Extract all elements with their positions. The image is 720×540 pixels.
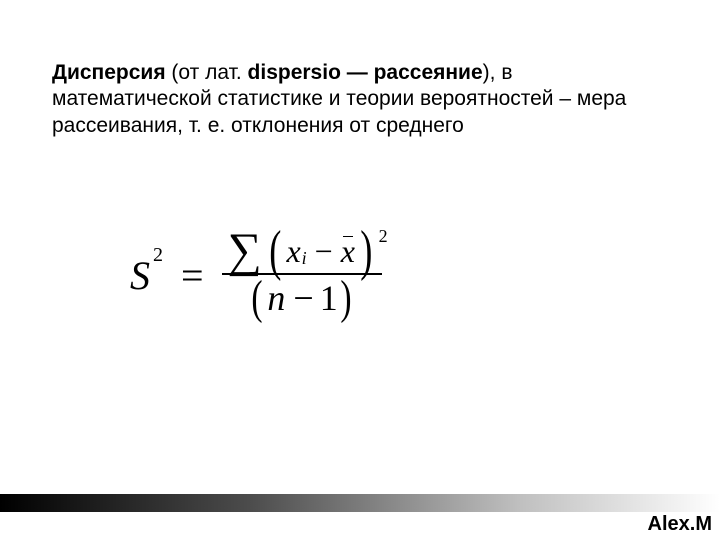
slide: Дисперсия (от лат. dispersio — рассеяние… xyxy=(0,0,720,540)
footer-gradient-bar xyxy=(0,494,720,512)
lhs-base: S xyxy=(130,252,150,299)
numerator-exponent: 2 xyxy=(379,226,388,247)
x-bar: x xyxy=(341,233,355,270)
left-paren: ( xyxy=(269,232,281,271)
equals-sign: = xyxy=(181,252,204,299)
x-var: x xyxy=(286,233,300,270)
numerator: ∑ ( x i − x ) 2 xyxy=(222,230,382,273)
paren-group: ( x i − x ) 2 xyxy=(266,232,376,271)
i-subscript: i xyxy=(302,248,307,269)
den-minus: − xyxy=(293,277,313,319)
n-var: n xyxy=(267,277,285,319)
paren-open: (от лат. xyxy=(166,61,248,84)
den-left-paren: ( xyxy=(252,281,263,315)
minus-sign: − xyxy=(315,233,333,270)
term-bold: Дисперсия xyxy=(52,61,166,84)
latin-bold: dispersio xyxy=(248,61,341,84)
dash: — xyxy=(341,61,374,84)
variance-formula: S 2 = ∑ ( x i − x ) 2 xyxy=(130,230,382,321)
sigma-symbol: ∑ xyxy=(228,232,262,270)
den-right-paren: ) xyxy=(340,281,351,315)
paren-inside: x i − x xyxy=(284,233,356,270)
author-signature: Alex.M xyxy=(648,513,712,536)
fraction: ∑ ( x i − x ) 2 xyxy=(222,230,382,321)
right-paren: ) xyxy=(360,232,372,271)
translation-bold: рассеяние xyxy=(374,61,483,84)
lhs-exponent: 2 xyxy=(153,244,163,267)
one-literal: 1 xyxy=(320,277,338,319)
definition-paragraph: Дисперсия (от лат. dispersio — рассеяние… xyxy=(52,60,672,139)
lhs: S 2 xyxy=(130,252,163,299)
denominator: ( n − 1 ) xyxy=(243,275,359,321)
